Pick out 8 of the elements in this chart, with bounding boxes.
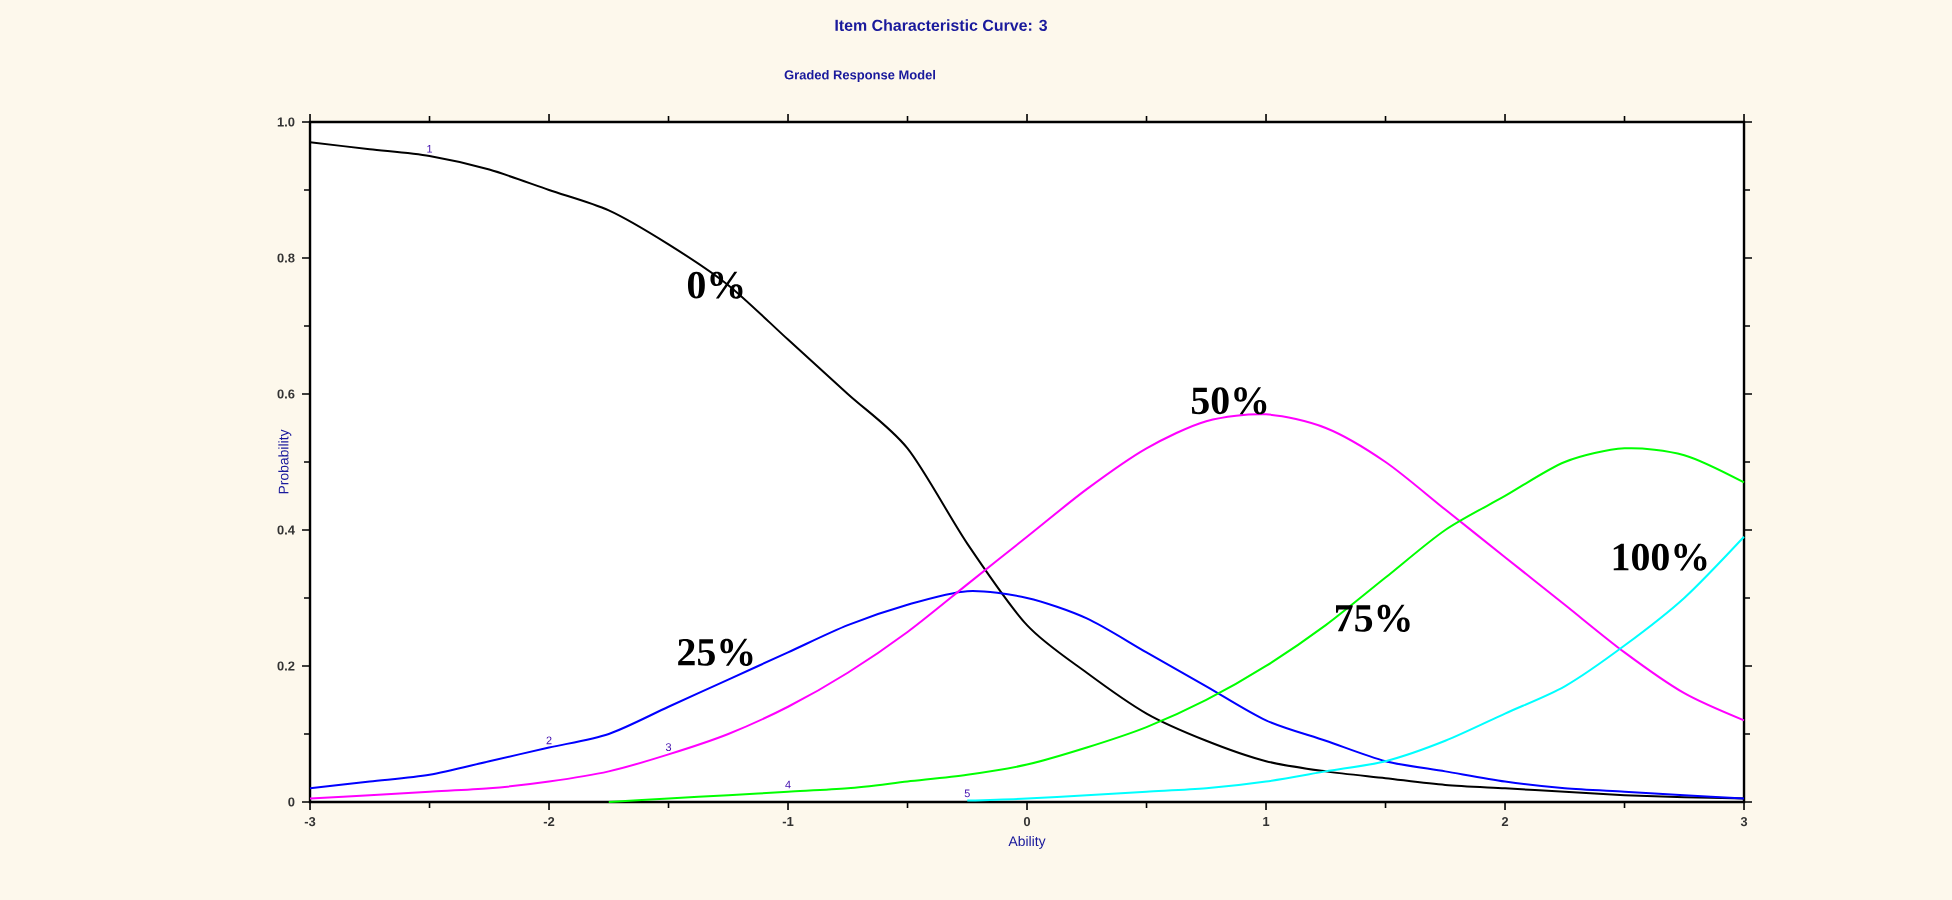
line-series — [309, 590, 1746, 800]
annotation: 50% — [1191, 387, 1267, 415]
line-series — [309, 413, 1746, 800]
annotation: 100% — [1613, 543, 1707, 571]
line-series — [607, 447, 1746, 803]
line-series — [966, 535, 1746, 802]
annotation: 75% — [1336, 604, 1410, 632]
annotation: 25% — [678, 638, 753, 666]
